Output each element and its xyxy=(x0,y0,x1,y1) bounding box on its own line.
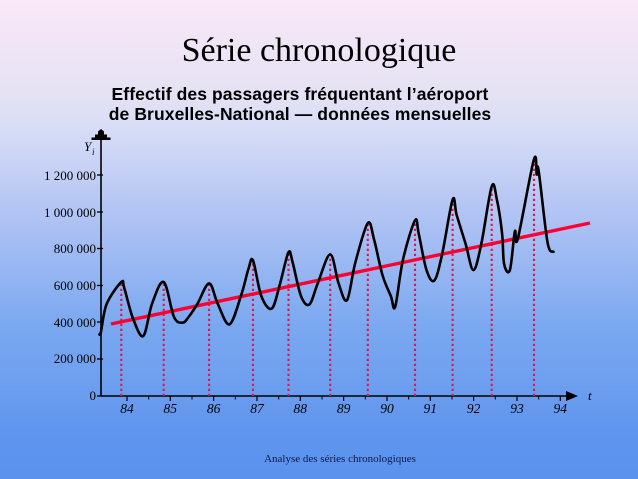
svg-text:i: i xyxy=(92,147,95,157)
svg-text:93: 93 xyxy=(510,401,524,416)
svg-text:0: 0 xyxy=(90,388,97,403)
svg-text:800 000: 800 000 xyxy=(54,241,96,256)
svg-text:84: 84 xyxy=(120,401,134,416)
svg-text:200 000: 200 000 xyxy=(54,351,96,366)
svg-text:t: t xyxy=(588,388,592,403)
svg-text:600 000: 600 000 xyxy=(54,278,96,293)
svg-text:400 000: 400 000 xyxy=(54,315,96,330)
svg-text:92: 92 xyxy=(467,401,481,416)
svg-text:87: 87 xyxy=(250,401,265,416)
svg-text:91: 91 xyxy=(424,401,438,416)
svg-text:89: 89 xyxy=(337,401,351,416)
svg-text:1 200 000: 1 200 000 xyxy=(44,168,96,183)
svg-text:88: 88 xyxy=(294,401,308,416)
svg-text:86: 86 xyxy=(207,401,221,416)
svg-text:1 000 000: 1 000 000 xyxy=(44,205,96,220)
svg-text:90: 90 xyxy=(380,401,394,416)
svg-text:94: 94 xyxy=(554,401,568,416)
svg-text:85: 85 xyxy=(164,401,178,416)
